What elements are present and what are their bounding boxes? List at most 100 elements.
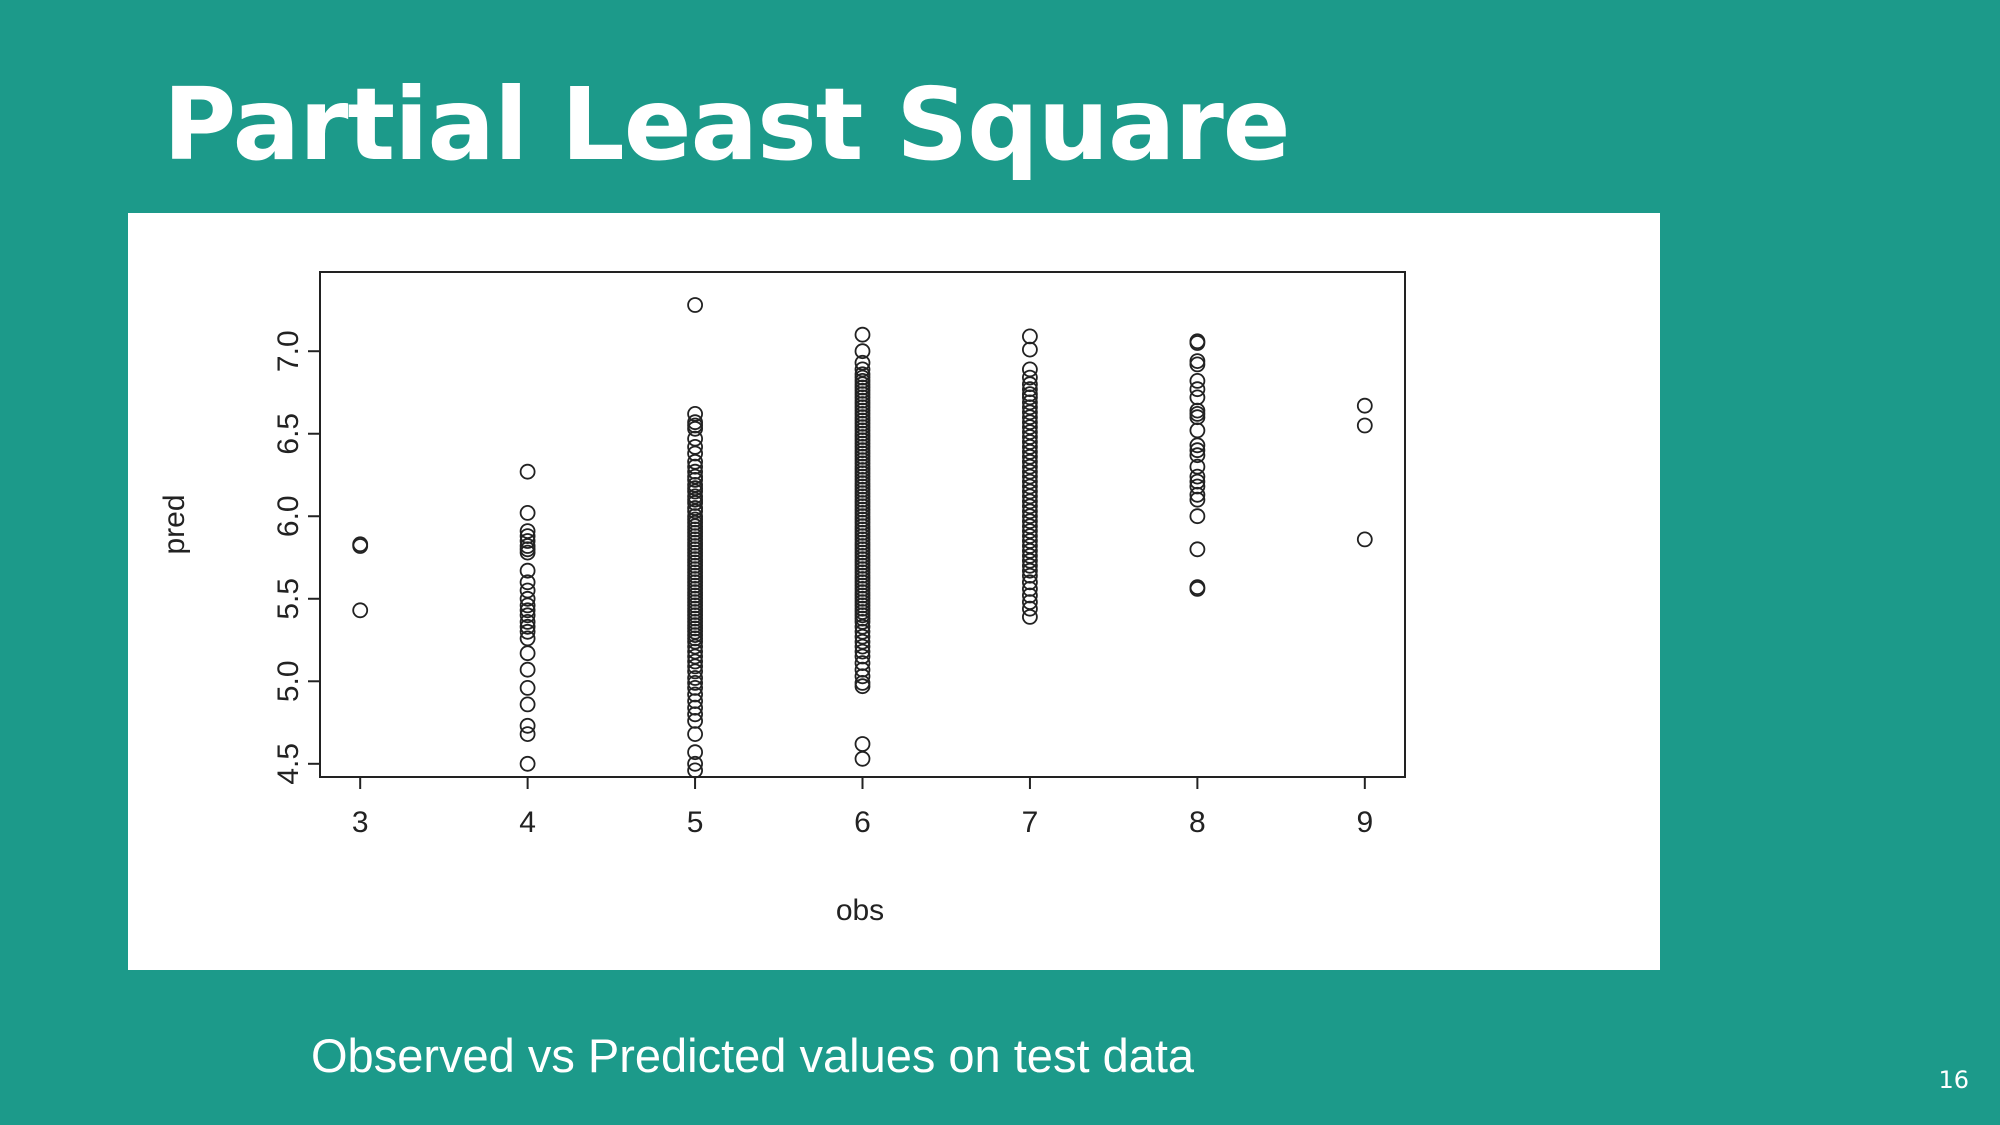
- data-point: [519, 755, 536, 772]
- data-point: [1022, 608, 1038, 625]
- y-tick-label: 7.0: [272, 330, 305, 372]
- data-point: [1189, 405, 1206, 422]
- data-point: [519, 696, 536, 713]
- data-point: [519, 618, 536, 635]
- data-point: [519, 544, 536, 561]
- x-tick-label: 9: [1356, 806, 1373, 839]
- data-point: [1356, 531, 1373, 548]
- data-point: [687, 744, 703, 761]
- data-point: [1022, 361, 1038, 378]
- data-point: [687, 405, 703, 422]
- data-point: [1022, 523, 1038, 540]
- x-axis: 3 4 5 6 7 8 9: [352, 776, 1373, 839]
- data-point: [519, 661, 536, 678]
- data-point: [687, 483, 703, 500]
- data-point: [1022, 600, 1038, 617]
- data-point: [854, 343, 871, 360]
- y-axis-label: pred: [158, 494, 191, 554]
- data-points: [352, 297, 1373, 779]
- data-point: [519, 523, 536, 540]
- x-tick-label: 5: [687, 806, 704, 839]
- data-point: [1022, 557, 1038, 574]
- y-tick-label: 6.5: [272, 413, 305, 455]
- data-point: [854, 750, 871, 767]
- y-tick-label: 5.0: [272, 660, 305, 702]
- data-point: [1022, 503, 1038, 520]
- data-point: [854, 678, 871, 695]
- data-point: [519, 504, 536, 521]
- data-point: [687, 638, 703, 655]
- data-point: [687, 706, 703, 723]
- data-point: [687, 658, 703, 675]
- data-point: [519, 463, 536, 480]
- data-point: [687, 674, 703, 691]
- data-point: [1189, 491, 1206, 508]
- data-point: [1189, 442, 1206, 459]
- data-point: [1189, 422, 1206, 439]
- y-tick-label: 5.5: [272, 578, 305, 620]
- data-point: [519, 562, 536, 579]
- scatter-plot: 3 4 5 6 7 8 9 4.5 5.0 5.5 6.0 6.5 7.0 obs pred: [158, 271, 1406, 927]
- data-point: [1189, 372, 1206, 389]
- data-point: [1022, 562, 1038, 579]
- data-point: [1022, 552, 1038, 569]
- data-point: [352, 536, 369, 553]
- data-point: [854, 736, 871, 752]
- data-point: [1022, 448, 1038, 465]
- data-point: [1189, 389, 1206, 406]
- data-point: [1022, 409, 1038, 426]
- data-point: [687, 762, 703, 779]
- y-tick-label: 6.0: [272, 495, 305, 537]
- data-point: [854, 668, 871, 685]
- y-axis: 4.5 5.0 5.5 6.0 6.5 7.0: [272, 330, 321, 785]
- data-point: [687, 430, 703, 447]
- data-point: [1356, 397, 1373, 414]
- data-point: [519, 726, 536, 742]
- data-point: [687, 755, 703, 772]
- data-point: [519, 541, 536, 558]
- x-tick-label: 7: [1022, 806, 1039, 839]
- plot-frame: [319, 271, 1406, 778]
- data-point: [854, 326, 871, 343]
- slide-caption: Observed vs Predicted values on test dat…: [311, 1029, 1195, 1082]
- data-point: [1022, 328, 1038, 345]
- data-point: [519, 574, 536, 591]
- x-tick-label: 4: [519, 806, 536, 839]
- data-point: [1022, 498, 1038, 515]
- page-number: 16: [1938, 1066, 1969, 1094]
- data-point: [1189, 486, 1206, 503]
- data-point: [1356, 417, 1373, 434]
- data-point: [519, 590, 536, 607]
- data-point: [1022, 369, 1038, 386]
- data-point: [687, 438, 703, 455]
- data-point: [687, 420, 703, 437]
- data-point: [687, 297, 703, 313]
- data-point: [687, 471, 703, 488]
- data-point: [352, 602, 369, 619]
- data-point: [854, 618, 871, 635]
- x-tick-label: 6: [854, 806, 871, 839]
- data-point: [1022, 341, 1038, 358]
- data-point: [1189, 381, 1206, 398]
- x-tick-label: 3: [352, 806, 369, 839]
- data-point: [519, 717, 536, 734]
- data-point: [1022, 399, 1038, 416]
- data-point: [687, 653, 703, 670]
- data-point: [1189, 437, 1206, 454]
- data-point: [1189, 447, 1206, 464]
- data-point: [854, 638, 871, 655]
- data-point: [519, 582, 536, 599]
- data-point: [519, 679, 536, 696]
- data-point: [519, 602, 536, 619]
- y-tick-label: 4.5: [272, 743, 305, 785]
- data-point: [1189, 541, 1206, 558]
- data-point: [1189, 508, 1206, 525]
- data-point: [1189, 356, 1206, 373]
- data-point: [519, 597, 536, 614]
- data-point: [687, 726, 703, 742]
- data-point: [854, 643, 871, 660]
- data-point: [1022, 438, 1038, 455]
- scatter-plot-figure: 3 4 5 6 7 8 9 4.5 5.0 5.5 6.0 6.5 7.0 obs pred: [128, 213, 1660, 970]
- x-tick-label: 8: [1189, 806, 1206, 839]
- data-point: [1189, 335, 1206, 351]
